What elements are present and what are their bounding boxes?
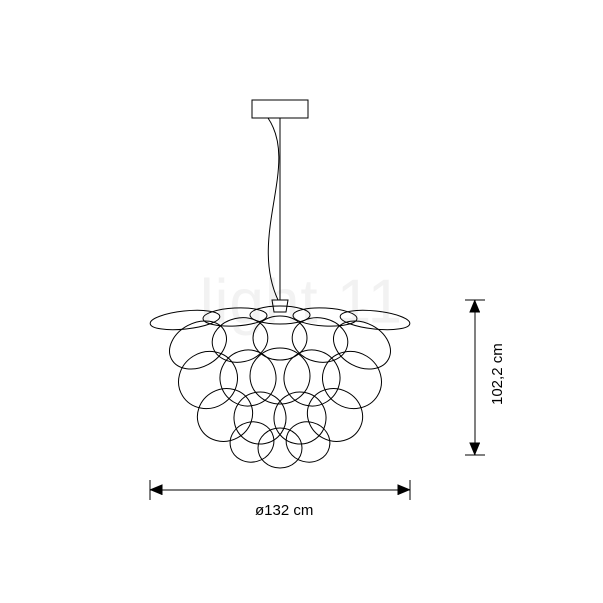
width-label: ø132 cm xyxy=(255,502,313,519)
height-label: 102,2 cm xyxy=(489,343,506,405)
power-cable xyxy=(268,118,279,300)
lamp-body xyxy=(149,300,410,468)
ceiling-canopy xyxy=(252,100,308,118)
height-dimension xyxy=(465,300,485,455)
diagram-svg: ø132 cm 102,2 cm xyxy=(0,0,603,603)
width-dimension xyxy=(150,480,410,500)
